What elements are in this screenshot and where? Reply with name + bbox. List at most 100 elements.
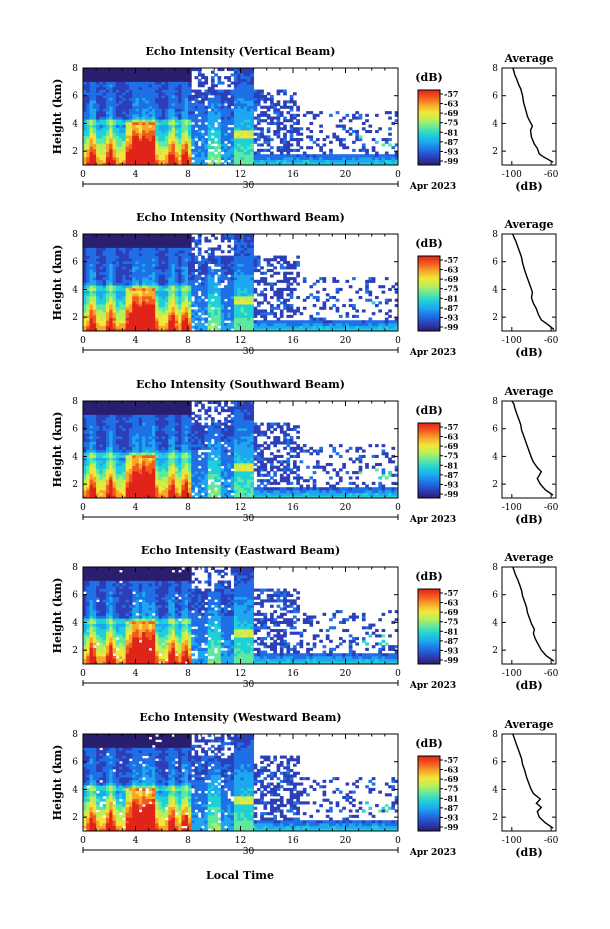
heatmap-cell — [128, 162, 133, 166]
heatmap-cell — [158, 295, 163, 300]
heatmap-cell — [345, 322, 350, 327]
heatmap-cell — [371, 279, 376, 283]
heatmap-cell — [197, 239, 202, 243]
heatmap-cell — [201, 328, 205, 332]
heatmap-cell — [243, 271, 248, 275]
heatmap-cell — [158, 274, 163, 278]
heatmap-cell — [260, 143, 264, 147]
heatmap-cell — [394, 111, 399, 115]
heatmap-cell — [132, 132, 136, 136]
heatmap-cell — [112, 468, 117, 472]
heatmap-cell — [148, 290, 153, 294]
heatmap-cell — [109, 81, 113, 85]
heatmap-cell — [128, 132, 133, 136]
heatmap-cell — [250, 146, 255, 150]
heatmap-cell — [89, 156, 94, 161]
heatmap-cell — [233, 255, 238, 259]
heatmap-cell — [210, 287, 215, 291]
heatmap-cell — [92, 495, 97, 499]
heatmap-cell — [197, 309, 202, 313]
heatmap-cell — [220, 250, 225, 254]
heatmap-cell — [345, 314, 350, 318]
heatmap-cell — [89, 314, 94, 318]
heatmap-cell — [92, 127, 97, 131]
heatmap-cell — [253, 105, 258, 109]
heatmap-cell — [145, 325, 150, 329]
heatmap-cell — [256, 304, 261, 308]
heatmap-cell — [112, 127, 117, 131]
heatmap-cell — [217, 116, 222, 120]
heatmap-cell — [253, 255, 258, 259]
heatmap-cell — [83, 282, 87, 286]
heatmap-cell — [99, 236, 104, 240]
heatmap-cell — [243, 309, 248, 313]
heatmap-cell — [201, 293, 205, 297]
heatmap-cell — [158, 156, 163, 161]
heatmap-cell — [220, 287, 225, 291]
heatmap-cell — [89, 76, 94, 80]
heatmap-cell — [296, 325, 300, 329]
heatmap-cell — [171, 304, 176, 308]
heatmap-cell — [161, 154, 166, 158]
heatmap-cell — [266, 108, 271, 112]
heatmap-cell — [158, 92, 163, 96]
heatmap-cell — [329, 159, 333, 163]
heatmap-cell — [112, 100, 117, 104]
heatmap-cell — [83, 124, 87, 128]
heatmap-cell — [112, 140, 117, 144]
heatmap-cell — [210, 277, 215, 281]
heatmap-cell — [119, 258, 123, 262]
heatmap-cell — [178, 132, 182, 136]
heatmap-cell — [145, 328, 150, 332]
heatmap-cell — [384, 317, 389, 321]
heatmap-cell — [181, 140, 186, 144]
heatmap-cell — [115, 97, 120, 101]
heatmap-cell — [174, 293, 179, 297]
heatmap-cell — [375, 322, 379, 327]
heatmap-cell — [227, 132, 232, 136]
heatmap-cell — [178, 277, 182, 281]
heatmap-cell — [204, 258, 209, 262]
heatmap-cell — [217, 154, 222, 158]
heatmap-cell — [96, 481, 100, 485]
heatmap-cell — [329, 162, 333, 166]
heatmap-cell — [204, 274, 209, 278]
heatmap-cell — [273, 129, 277, 134]
heatmap-cell — [217, 312, 222, 316]
heatmap-cell — [161, 129, 166, 134]
heatmap-cell — [289, 325, 294, 329]
heatmap-cell — [105, 495, 110, 499]
heatmap-cell — [260, 148, 264, 152]
heatmap-cell — [237, 76, 241, 80]
heatmap-cell — [299, 146, 304, 150]
heatmap-cell — [247, 84, 251, 88]
heatmap-cell — [119, 94, 123, 99]
heatmap-cell — [151, 282, 156, 286]
heatmap-cell — [188, 312, 192, 316]
heatmap-cell — [201, 146, 205, 150]
heatmap-cell — [188, 317, 192, 321]
heatmap-cell — [181, 119, 186, 123]
heatmap-cell — [171, 242, 176, 246]
heatmap-cell — [145, 121, 150, 125]
heatmap-cell — [270, 121, 274, 125]
heatmap-cell — [253, 100, 258, 104]
heatmap-cell — [201, 325, 205, 329]
heatmap-cell — [86, 277, 90, 281]
heatmap-cell — [92, 322, 97, 327]
heatmap-cell — [99, 433, 104, 437]
heatmap-cell — [247, 151, 251, 155]
heatmap-cell — [371, 301, 376, 305]
heatmap-cell — [233, 234, 238, 238]
heatmap-cell — [201, 103, 205, 107]
heatmap-cell — [132, 129, 136, 134]
heatmap-cell — [155, 277, 159, 281]
heatmap-cell — [174, 274, 179, 278]
heatmap-cell — [109, 285, 113, 289]
heatmap-cell — [388, 143, 392, 147]
heatmap-cell — [115, 140, 120, 144]
heatmap-cell — [230, 151, 235, 155]
heatmap-cell — [138, 295, 143, 300]
heatmap-cell — [348, 322, 353, 327]
heatmap-cell — [358, 154, 363, 158]
